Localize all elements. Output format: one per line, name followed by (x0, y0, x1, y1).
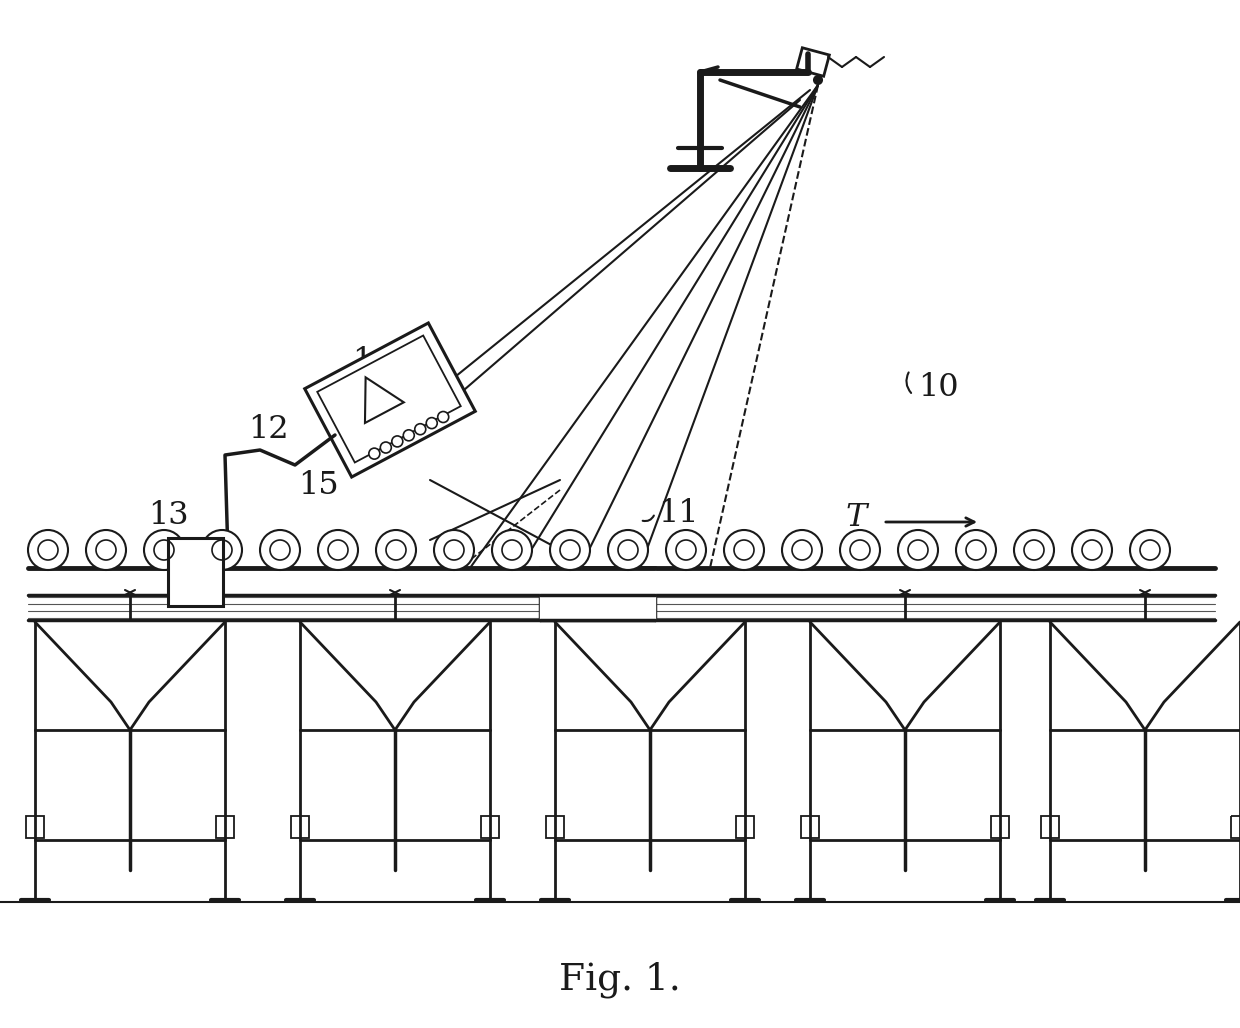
Text: 15: 15 (298, 470, 339, 501)
Bar (991, 816, 1009, 838)
Bar (291, 816, 309, 838)
Circle shape (434, 530, 474, 570)
Circle shape (956, 530, 996, 570)
Circle shape (492, 530, 532, 570)
Text: Fig. 1.: Fig. 1. (559, 962, 681, 998)
Bar (1042, 816, 1059, 838)
Text: 10: 10 (918, 372, 959, 404)
Circle shape (381, 442, 392, 453)
Circle shape (898, 530, 937, 570)
Circle shape (427, 417, 438, 429)
Circle shape (86, 530, 126, 570)
Text: 14: 14 (352, 346, 393, 377)
Circle shape (724, 530, 764, 570)
Text: 11: 11 (658, 498, 698, 528)
Bar (216, 816, 234, 838)
Circle shape (839, 530, 880, 570)
Circle shape (368, 448, 379, 460)
Circle shape (144, 530, 184, 570)
Bar (546, 816, 564, 838)
Circle shape (202, 530, 242, 570)
Circle shape (1073, 530, 1112, 570)
Circle shape (1130, 530, 1171, 570)
Circle shape (666, 530, 706, 570)
Circle shape (392, 436, 403, 447)
Circle shape (376, 530, 415, 570)
Bar (1231, 816, 1240, 838)
Circle shape (551, 530, 590, 570)
Circle shape (260, 530, 300, 570)
Bar (26, 816, 43, 838)
Text: 13: 13 (148, 500, 188, 530)
Circle shape (608, 530, 649, 570)
Circle shape (29, 530, 68, 570)
Polygon shape (305, 323, 475, 477)
Circle shape (438, 411, 449, 423)
Text: T: T (844, 503, 867, 534)
Circle shape (414, 424, 425, 435)
Circle shape (782, 530, 822, 570)
Bar (167, 538, 223, 605)
Circle shape (1014, 530, 1054, 570)
Text: 12: 12 (248, 414, 289, 445)
Circle shape (317, 530, 358, 570)
Bar (801, 816, 818, 838)
Bar (737, 816, 754, 838)
Circle shape (403, 430, 414, 441)
Bar (481, 816, 498, 838)
Circle shape (813, 76, 822, 84)
